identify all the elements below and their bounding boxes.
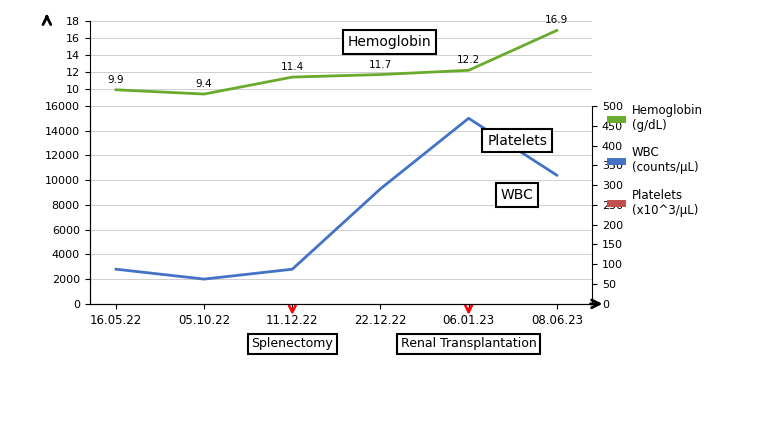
Text: 11.4: 11.4 [280, 62, 304, 72]
Text: Hemoglobin: Hemoglobin [347, 35, 431, 49]
Text: WBC: WBC [501, 188, 534, 202]
Legend: Hemoglobin
(g/dL), WBC
(counts/μL), Platelets
(x10^3/μL): Hemoglobin (g/dL), WBC (counts/μL), Plat… [606, 100, 707, 221]
Text: Splenectomy: Splenectomy [252, 338, 333, 351]
Text: Renal Transplantation: Renal Transplantation [400, 338, 537, 351]
Text: 9.4: 9.4 [196, 79, 213, 89]
Text: 12.2: 12.2 [457, 55, 481, 65]
Text: 16.9: 16.9 [545, 16, 569, 25]
Text: Platelets: Platelets [487, 133, 547, 148]
Text: 9.9: 9.9 [108, 75, 125, 85]
Text: 11.7: 11.7 [368, 60, 392, 70]
